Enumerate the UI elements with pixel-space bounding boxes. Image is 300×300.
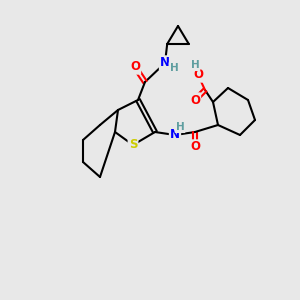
- Text: O: O: [130, 61, 140, 74]
- Text: N: N: [160, 56, 170, 70]
- Text: O: O: [193, 68, 203, 82]
- Text: H: H: [169, 63, 178, 73]
- Text: O: O: [190, 94, 200, 106]
- Text: N: N: [170, 128, 180, 142]
- Text: H: H: [190, 60, 200, 70]
- Text: H: H: [176, 122, 184, 132]
- Text: O: O: [190, 140, 200, 154]
- Text: S: S: [129, 139, 137, 152]
